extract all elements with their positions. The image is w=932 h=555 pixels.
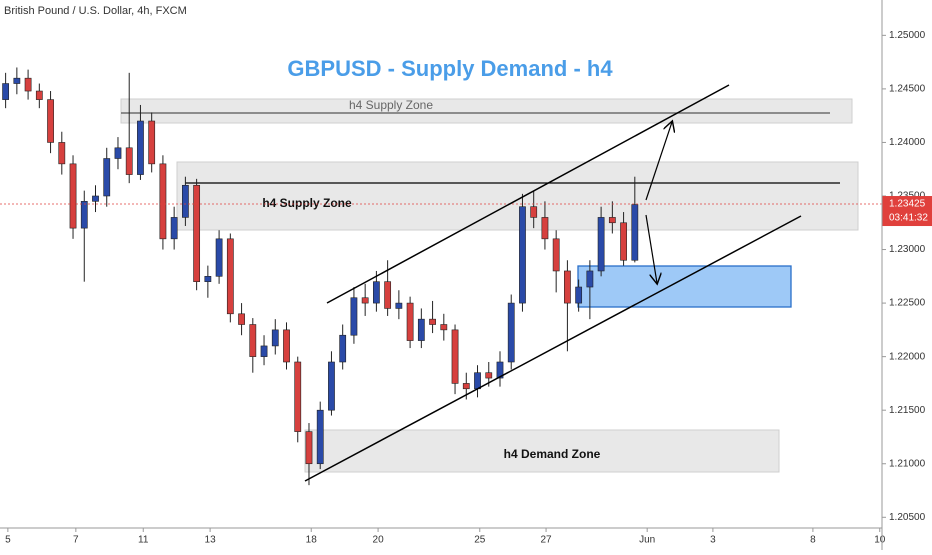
candle-body <box>631 204 639 261</box>
candle-body <box>238 313 245 325</box>
candle-body <box>92 195 99 202</box>
candle-body <box>350 297 358 336</box>
candle-body <box>384 281 392 309</box>
y-tick-label: 1.21500 <box>889 405 926 416</box>
candle-body <box>496 361 504 379</box>
candle-body <box>215 238 223 277</box>
candle-body <box>181 184 189 218</box>
candle-body <box>271 329 279 347</box>
x-tick-label: 27 <box>540 535 552 546</box>
supply-zone-upper <box>120 98 853 124</box>
candle-body <box>159 163 167 240</box>
header: British Pound / U.S. Dollar, 4h, FXCM <box>4 5 187 17</box>
candle-body <box>148 120 156 165</box>
last-price-label: 1.23425 <box>889 199 926 210</box>
candle-body <box>80 201 88 229</box>
candle-body <box>339 334 347 363</box>
candle-body <box>575 286 583 304</box>
candle-body <box>13 77 21 84</box>
candle-body <box>597 217 605 272</box>
zone-label: h4 Supply Zone <box>349 98 433 112</box>
candle-body <box>361 297 369 304</box>
zone-label: h4 Supply Zone <box>262 196 352 210</box>
candle-body <box>519 206 526 304</box>
candle-body <box>35 90 43 100</box>
candle-body <box>249 324 257 357</box>
candle-body <box>373 281 380 304</box>
channel-line <box>326 84 730 304</box>
candle-body <box>170 217 178 240</box>
y-tick-label: 1.20500 <box>889 512 926 523</box>
candle-body <box>69 163 77 229</box>
arrow <box>645 214 657 283</box>
last-price-box <box>882 196 932 227</box>
channel-line <box>304 215 802 482</box>
y-tick-label: 1.24500 <box>889 84 926 95</box>
x-tick-label: 11 <box>138 535 149 546</box>
candle-body <box>608 217 616 224</box>
candle-body <box>406 302 414 341</box>
x-tick-label: 7 <box>73 535 79 546</box>
candle-body <box>451 329 459 384</box>
x-tick-label: 5 <box>5 535 11 546</box>
chart-title: GBPUSD - Supply Demand - h4 <box>287 56 613 81</box>
candle-body <box>328 361 335 411</box>
candle-body <box>564 270 571 304</box>
y-tick-label: 1.25000 <box>889 30 926 41</box>
candle-body <box>47 99 54 143</box>
candle-body <box>530 206 538 218</box>
countdown-label: 03:41:32 <box>889 213 928 224</box>
supply-zone <box>176 161 859 231</box>
drawings-front <box>0 0 883 550</box>
x-tick-label: 18 <box>306 535 318 546</box>
x-tick-label: Jun <box>639 535 655 546</box>
y-tick-label: 1.21000 <box>889 458 926 469</box>
candle-body <box>440 324 448 331</box>
candle-body <box>395 302 403 309</box>
y-tick-label: 1.24000 <box>889 137 926 148</box>
x-tick-label: 25 <box>474 535 486 546</box>
candle-body <box>193 184 201 282</box>
candle-body <box>620 222 627 261</box>
x-tick-label: 3 <box>710 535 716 546</box>
demand-zone <box>304 429 780 473</box>
target-box <box>577 265 792 308</box>
candle-body <box>2 83 10 100</box>
candle-body <box>474 372 481 390</box>
candle-body <box>552 238 560 272</box>
arrow <box>645 122 672 201</box>
x-tick-label: 10 <box>874 535 886 546</box>
candle-body <box>24 77 32 92</box>
candle-body <box>294 361 302 432</box>
candle-body <box>283 329 290 363</box>
candle-body <box>226 238 234 315</box>
candle-body <box>485 372 493 379</box>
zone-label: h4 Demand Zone <box>504 447 601 461</box>
candle-body <box>204 276 212 282</box>
candle-body <box>462 383 470 390</box>
x-tick-label: 13 <box>205 535 217 546</box>
y-tick-label: 1.22500 <box>889 298 926 309</box>
candle-body <box>114 147 122 159</box>
candle-body <box>586 270 594 288</box>
drawings <box>120 98 859 473</box>
x-tick-label: 20 <box>373 535 385 546</box>
candle-body <box>417 318 425 341</box>
candle-body <box>541 217 549 240</box>
candle-body <box>260 345 268 357</box>
candle-body <box>58 142 66 165</box>
y-tick-label: 1.23000 <box>889 244 926 255</box>
candle-body <box>305 431 313 465</box>
candle-body <box>507 302 515 363</box>
candle-body <box>316 409 324 465</box>
candle-body <box>125 147 133 175</box>
candle-body <box>429 318 436 325</box>
candle-body <box>103 158 111 197</box>
candle-body <box>137 120 144 175</box>
x-tick-label: 8 <box>810 535 816 546</box>
y-tick-label: 1.22000 <box>889 351 926 362</box>
